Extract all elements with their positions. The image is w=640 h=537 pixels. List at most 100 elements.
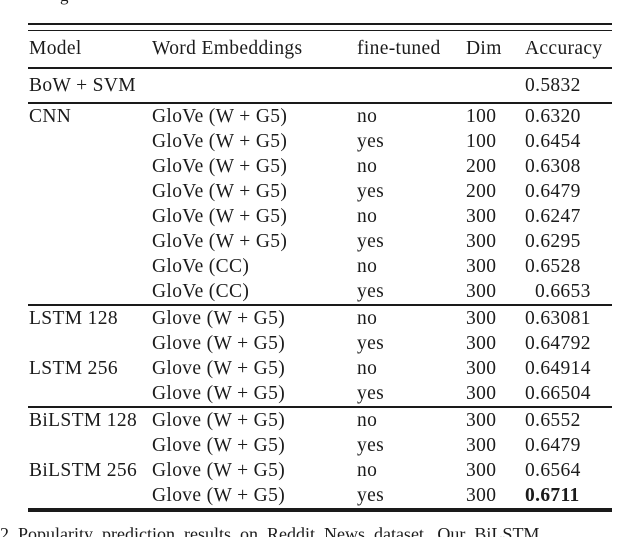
cell-embeddings: GloVe (W + G5) xyxy=(152,230,288,252)
cell-accuracy: 0.63081 xyxy=(525,307,591,329)
cell-embeddings: GloVe (W + G5) xyxy=(152,130,288,152)
cell-model: BiLSTM 128 xyxy=(29,409,138,431)
header-dim: Dim xyxy=(466,38,502,59)
table-row: GloVe (W + G5) yes 300 0.6295 xyxy=(28,229,612,254)
header-rule xyxy=(28,67,612,69)
header-model: Model xyxy=(29,38,82,59)
table-row: LSTM 256 Glove (W + G5) no 300 0.64914 xyxy=(28,356,612,381)
table-row: Glove (W + G5) yes 300 0.66504 xyxy=(28,381,612,406)
cell-fine-tuned: no xyxy=(357,155,378,177)
table-row: GloVe (CC) no 300 0.6528 xyxy=(28,254,612,279)
cell-embeddings: GloVe (W + G5) xyxy=(152,180,288,202)
cell-dim: 300 xyxy=(466,459,497,481)
cell-dim: 300 xyxy=(466,307,497,329)
cell-accuracy: 0.6320 xyxy=(525,105,581,127)
cell-dim: 300 xyxy=(466,434,497,456)
table-row: GloVe (W + G5) yes 100 0.6454 xyxy=(28,129,612,154)
cell-fine-tuned: no xyxy=(357,307,378,329)
cell-embeddings: GloVe (W + G5) xyxy=(152,205,288,227)
cell-fine-tuned: no xyxy=(357,409,378,431)
cell-embeddings: Glove (W + G5) xyxy=(152,382,286,404)
cell-accuracy: 0.6308 xyxy=(525,155,581,177)
cell-accuracy: 0.6564 xyxy=(525,459,581,481)
cell-accuracy: 0.6295 xyxy=(525,230,581,252)
table-row: Glove (W + G5) yes 300 0.64792 xyxy=(28,331,612,356)
cell-fine-tuned: yes xyxy=(357,180,385,202)
cell-fine-tuned: yes xyxy=(357,230,385,252)
cell-fine-tuned: no xyxy=(357,357,378,379)
cell-fine-tuned: yes xyxy=(357,484,385,506)
table-section-bilstm: BiLSTM 128 Glove (W + G5) no 300 0.6552 Glove… xyxy=(28,408,612,508)
table-row: GloVe (W + G5) no 300 0.6247 xyxy=(28,204,612,229)
cell-embeddings: GloVe (W + G5) xyxy=(152,105,288,127)
header-fine-tuned: fine-tuned xyxy=(357,38,441,59)
table-bottom-rule xyxy=(28,508,612,512)
cell-fine-tuned: yes xyxy=(357,130,385,152)
cell-fine-tuned: yes xyxy=(357,332,385,354)
cell-model: CNN xyxy=(29,105,72,127)
cell-model: LSTM 128 xyxy=(29,307,118,329)
cell-dim: 300 xyxy=(466,280,497,302)
table-row: LSTM 128 Glove (W + G5) no 300 0.63081 xyxy=(28,306,612,331)
table-section-baseline: BoW + SVM 0.5832 xyxy=(28,69,612,102)
cutoff-caption-bottom: 2 Popularity prediction results on Reddi… xyxy=(0,524,540,537)
cell-accuracy: 0.64914 xyxy=(525,357,591,379)
table-row: BiLSTM 128 Glove (W + G5) no 300 0.6552 xyxy=(28,408,612,433)
cell-model: LSTM 256 xyxy=(29,357,118,379)
cell-accuracy: 0.6552 xyxy=(525,409,581,431)
cell-dim: 100 xyxy=(466,105,497,127)
results-table: Model Word Embeddings fine-tuned Dim Acc… xyxy=(28,23,612,512)
table-row: BiLSTM 256 Glove (W + G5) no 300 0.6564 xyxy=(28,458,612,483)
cell-fine-tuned: yes xyxy=(357,280,385,302)
cell-dim: 300 xyxy=(466,255,497,277)
cell-accuracy: 0.66504 xyxy=(525,382,591,404)
table-header-row: Model Word Embeddings fine-tuned Dim Acc… xyxy=(28,31,612,67)
cell-dim: 300 xyxy=(466,484,497,506)
cell-accuracy: 0.6247 xyxy=(525,205,581,227)
cell-dim: 200 xyxy=(466,155,497,177)
cell-embeddings: Glove (W + G5) xyxy=(152,459,286,481)
cell-model: BiLSTM 256 xyxy=(29,459,138,481)
cell-accuracy: 0.5832 xyxy=(525,74,581,96)
header-accuracy: Accuracy xyxy=(525,38,603,59)
cell-embeddings: Glove (W + G5) xyxy=(152,307,286,329)
table-row: Glove (W + G5) yes 300 0.6479 xyxy=(28,433,612,458)
table-row: Glove (W + G5) yes 300 0.6711 xyxy=(28,483,612,508)
cell-fine-tuned: no xyxy=(357,205,378,227)
cell-fine-tuned: no xyxy=(357,459,378,481)
section-rule-3 xyxy=(28,406,612,408)
table-row: GloVe (CC) yes 300 0.6653 xyxy=(28,279,612,304)
section-rule-1 xyxy=(28,102,612,104)
cell-embeddings: GloVe (CC) xyxy=(152,280,250,302)
cell-accuracy: 0.64792 xyxy=(525,332,591,354)
cell-accuracy: 0.6479 xyxy=(525,180,581,202)
cell-accuracy: 0.6653 xyxy=(535,280,591,302)
header-word-embeddings: Word Embeddings xyxy=(152,38,303,59)
cell-accuracy: 0.6454 xyxy=(525,130,581,152)
cell-fine-tuned: yes xyxy=(357,382,385,404)
cell-accuracy: 0.6528 xyxy=(525,255,581,277)
cell-dim: 300 xyxy=(466,357,497,379)
table-section-lstm: LSTM 128 Glove (W + G5) no 300 0.63081 Glove … xyxy=(28,306,612,406)
table-row: GloVe (W + G5) no 200 0.6308 xyxy=(28,154,612,179)
cell-dim: 300 xyxy=(466,382,497,404)
cutoff-text-fragment-top: g xyxy=(60,0,76,9)
cell-dim: 300 xyxy=(466,205,497,227)
cell-dim: 300 xyxy=(466,230,497,252)
cell-accuracy: 0.6479 xyxy=(525,434,581,456)
section-rule-2 xyxy=(28,304,612,306)
cell-embeddings: GloVe (CC) xyxy=(152,255,250,277)
cell-fine-tuned: no xyxy=(357,105,378,127)
cell-fine-tuned: yes xyxy=(357,434,385,456)
cell-accuracy: 0.6711 xyxy=(525,484,580,506)
cell-embeddings: Glove (W + G5) xyxy=(152,332,286,354)
cell-dim: 200 xyxy=(466,180,497,202)
cell-dim: 300 xyxy=(466,409,497,431)
cell-dim: 300 xyxy=(466,332,497,354)
cell-embeddings: Glove (W + G5) xyxy=(152,434,286,456)
table-section-cnn: CNN GloVe (W + G5) no 100 0.6320 GloVe (W + G… xyxy=(28,104,612,304)
cell-model: BoW + SVM xyxy=(29,74,136,96)
cell-embeddings: Glove (W + G5) xyxy=(152,484,286,506)
cell-embeddings: GloVe (W + G5) xyxy=(152,155,288,177)
cell-embeddings: Glove (W + G5) xyxy=(152,409,286,431)
